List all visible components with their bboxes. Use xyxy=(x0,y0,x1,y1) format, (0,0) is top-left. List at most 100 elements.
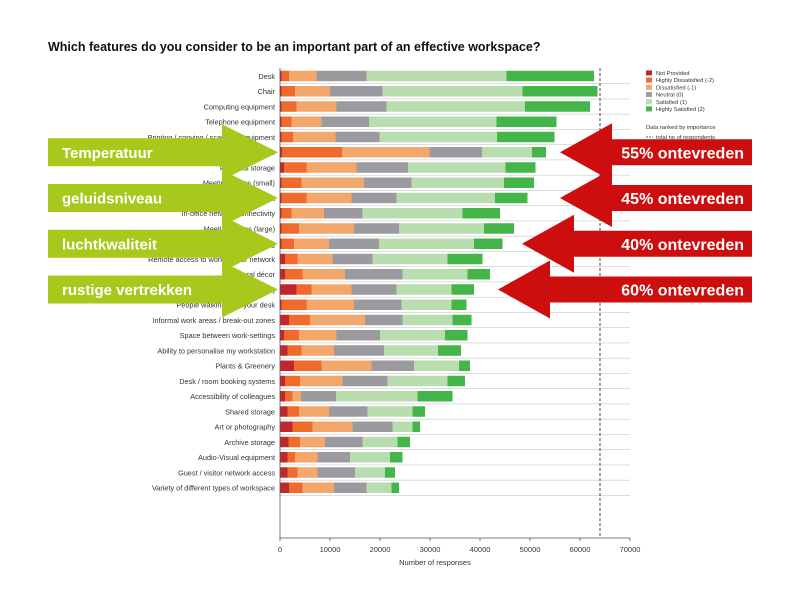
x-axis-title: Number of responses xyxy=(399,558,471,567)
green-callout-label: Temperatuur xyxy=(62,145,153,162)
bar-segment xyxy=(280,131,282,143)
bar-segment xyxy=(317,452,350,463)
bar-segment xyxy=(324,208,363,219)
bar-segment xyxy=(451,284,474,295)
category-label: General décor xyxy=(229,270,276,279)
bar-segment xyxy=(451,299,467,310)
bar-segment xyxy=(325,436,363,448)
bar-segment xyxy=(366,70,507,82)
bar-segment xyxy=(459,360,470,371)
bar-segment xyxy=(401,299,452,310)
x-tick-label: 70000 xyxy=(620,545,641,554)
bar-segment xyxy=(372,253,448,265)
bar-segment xyxy=(296,284,312,295)
bar-segment xyxy=(280,375,285,387)
bar-segment xyxy=(280,482,289,493)
bar-segment xyxy=(365,314,403,326)
bar-segment xyxy=(330,86,383,97)
green-callout-label: rustige vertrekken xyxy=(62,282,192,299)
bars-layer xyxy=(280,70,598,493)
legend-label: Not Provided xyxy=(656,71,690,77)
bar-segment xyxy=(369,116,497,127)
bar-segment xyxy=(336,330,380,341)
bar-segment xyxy=(292,421,313,432)
bar-segment xyxy=(391,482,399,493)
bar-segment xyxy=(281,116,292,127)
bar-segment xyxy=(287,467,298,478)
x-tick-label: 30000 xyxy=(420,545,441,554)
bar-segment xyxy=(408,162,506,173)
bar-segment xyxy=(281,177,302,188)
bar-segment xyxy=(280,360,294,371)
bar-segment xyxy=(285,253,298,265)
bar-segment xyxy=(287,406,299,417)
category-label: Plants & Greenery xyxy=(215,362,275,371)
bar-segment xyxy=(289,314,310,326)
bar-segment xyxy=(280,101,282,112)
x-tick-label: 10000 xyxy=(320,545,341,554)
category-label: Archive storage xyxy=(224,438,275,447)
bar-segment xyxy=(281,131,293,143)
bar-segment xyxy=(280,452,288,463)
bar-segment xyxy=(367,406,413,417)
bar-segment xyxy=(342,375,388,387)
bar-segment xyxy=(397,436,410,448)
bar-segment xyxy=(396,192,495,204)
category-label: Computing equipment xyxy=(204,102,275,111)
bar-segment xyxy=(505,162,536,173)
green-callout-label: luchtkwaliteit xyxy=(62,236,157,253)
bar-segment xyxy=(280,192,282,204)
bar-segment xyxy=(445,330,468,341)
category-label: Remote access to work files or network xyxy=(148,255,275,264)
bar-segment xyxy=(351,284,397,295)
bar-segment xyxy=(299,406,329,417)
category-label: Space between work-settings xyxy=(180,331,276,340)
bar-segment xyxy=(295,452,318,463)
legend-swatch xyxy=(646,77,652,83)
legend-label: Satisfied (1) xyxy=(656,100,687,106)
x-axis: 0 10000 20000 30000 40000 50000 60000 70000 Numb… xyxy=(278,68,641,567)
bar-segment xyxy=(280,208,282,219)
green-callout-arrow xyxy=(48,170,278,226)
category-label: Printing / copying / scanning equipment xyxy=(148,133,275,142)
bar-segment xyxy=(280,177,282,188)
bar-segment xyxy=(281,208,292,219)
legend-swatch xyxy=(646,99,652,105)
bar-segment xyxy=(300,375,343,387)
bar-segment xyxy=(414,360,459,371)
green-callout-label: geluidsniveau xyxy=(62,191,162,208)
bar-segment xyxy=(287,452,295,463)
bar-segment xyxy=(417,391,453,402)
green-callout-arrow xyxy=(48,215,278,272)
bar-segment xyxy=(287,345,302,356)
bar-segment xyxy=(311,284,352,295)
bar-segment xyxy=(302,482,334,493)
bar-segment xyxy=(300,436,325,448)
bar-segment xyxy=(438,345,461,356)
bar-segment xyxy=(284,162,307,173)
bar-segment xyxy=(522,86,598,97)
bar-segment xyxy=(356,162,408,173)
legend-label: Highly Dissatisfied (-2) xyxy=(656,78,714,84)
category-label: Chair xyxy=(258,87,276,96)
bar-segment xyxy=(385,467,395,478)
bar-segment xyxy=(411,177,504,188)
bar-segment xyxy=(429,147,482,158)
x-tick-label: 50000 xyxy=(520,545,541,554)
bar-segment xyxy=(294,238,329,249)
legend-swatch xyxy=(646,106,652,112)
bar-segment xyxy=(452,314,472,326)
bar-segment xyxy=(379,131,497,143)
bar-segment xyxy=(285,269,303,280)
bar-segment xyxy=(532,147,546,158)
category-label: Guest / visitor network access xyxy=(178,468,275,477)
bar-segment xyxy=(289,482,303,493)
red-callout-label: 45% ontevreden xyxy=(621,191,744,208)
bar-segment xyxy=(280,162,284,173)
category-label: Ability to personalise my workstation xyxy=(157,346,275,355)
bar-segment xyxy=(351,192,397,204)
bar-segment xyxy=(299,330,337,341)
x-tick-label: 20000 xyxy=(370,545,391,554)
bar-segment xyxy=(280,330,284,341)
category-label: Telephone equipment xyxy=(205,118,275,127)
